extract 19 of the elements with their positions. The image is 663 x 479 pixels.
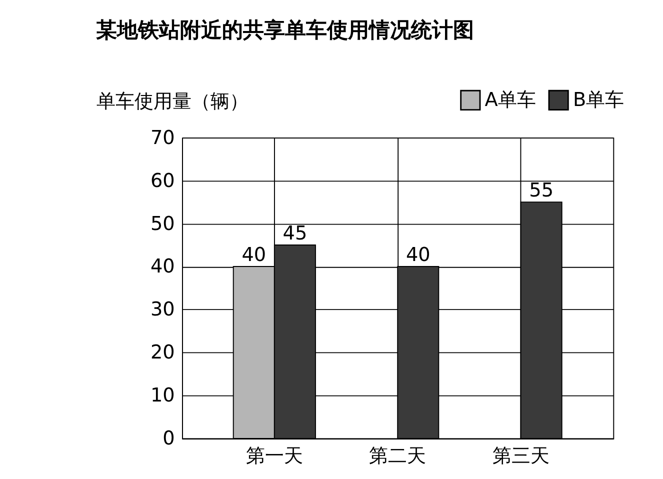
y-tick-label: 40 <box>150 254 175 278</box>
y-tick-label: 30 <box>150 298 175 321</box>
data-label: 55 <box>529 178 554 202</box>
y-tick-label: 60 <box>150 168 175 192</box>
y-tick-label: 20 <box>150 340 175 364</box>
x-tick-label: 第二天 <box>369 444 426 467</box>
data-label: 40 <box>242 242 266 266</box>
y-axis-title: 单车使用量（辆） <box>96 89 248 112</box>
y-tick-label: 50 <box>150 212 175 235</box>
legend-label: A单车 <box>484 88 536 111</box>
data-label: 45 <box>282 221 308 244</box>
y-tick-label: 0 <box>162 426 175 450</box>
y-tick-label: 10 <box>150 384 175 407</box>
data-label: 40 <box>406 242 430 266</box>
x-tick-label: 第三天 <box>492 444 550 467</box>
x-tick-label: 第一天 <box>246 444 303 467</box>
y-tick-label: 70 <box>150 126 175 149</box>
legend-label: B单车 <box>572 88 624 111</box>
chart-title: 某地铁站附近的共享单车使用情况统计图 <box>96 16 474 42</box>
